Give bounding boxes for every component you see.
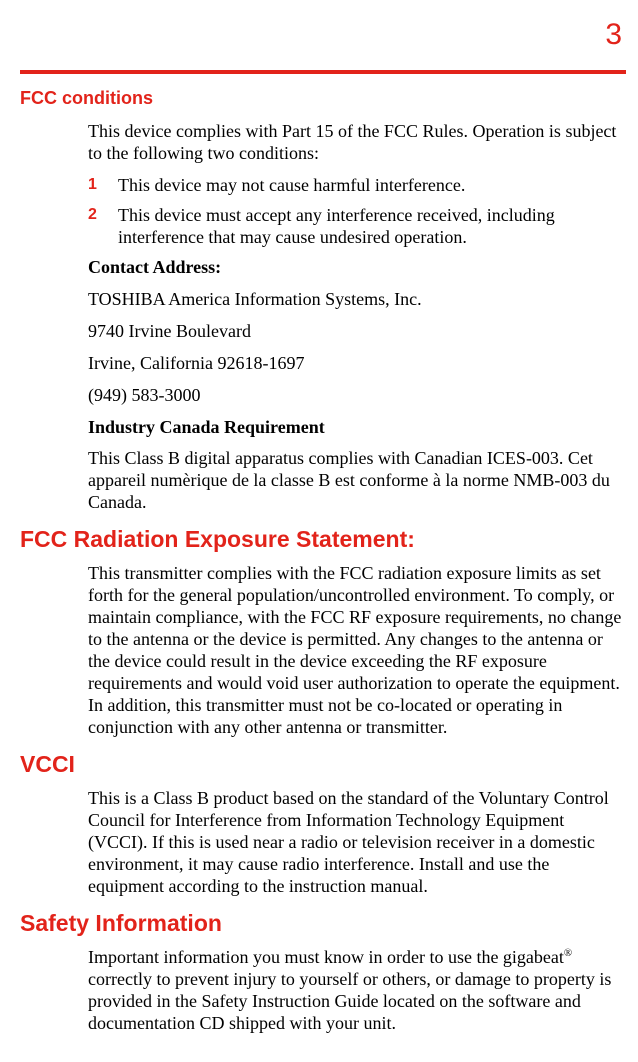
industry-canada-text: This Class B digital apparatus complies … — [88, 448, 626, 514]
list-text: This device may not cause harmful interf… — [118, 175, 465, 195]
vcci-text: This is a Class B product based on the s… — [88, 788, 626, 898]
list-text: This device must accept any interference… — [118, 205, 555, 247]
fcc-conditions-body: This device complies with Part 15 of the… — [88, 121, 626, 514]
contact-address-label: Contact Address: — [88, 257, 626, 279]
heading-fcc-conditions: FCC conditions — [20, 88, 626, 109]
header-rule — [20, 70, 626, 74]
registered-mark: ® — [564, 947, 572, 959]
safety-text-post: correctly to prevent injury to yourself … — [88, 969, 611, 1033]
heading-vcci: VCCI — [20, 751, 626, 778]
fcc-radiation-body: This transmitter complies with the FCC r… — [88, 563, 626, 739]
contact-name: TOSHIBA America Information Systems, Inc… — [88, 289, 626, 311]
contact-phone: (949) 583-3000 — [88, 385, 626, 407]
industry-canada-label: Industry Canada Requirement — [88, 417, 626, 439]
fcc-conditions-intro: This device complies with Part 15 of the… — [88, 121, 626, 165]
fcc-radiation-text: This transmitter complies with the FCC r… — [88, 563, 626, 739]
heading-fcc-radiation: FCC Radiation Exposure Statement: — [20, 526, 626, 553]
list-item: 2 This device must accept any interferen… — [88, 205, 626, 249]
contact-street: 9740 Irvine Boulevard — [88, 321, 626, 343]
heading-safety: Safety Information — [20, 910, 626, 937]
vcci-body: This is a Class B product based on the s… — [88, 788, 626, 898]
page-number: 3 — [605, 18, 622, 52]
contact-city: Irvine, California 92618-1697 — [88, 353, 626, 375]
safety-body: Important information you must know in o… — [88, 947, 626, 1035]
list-number: 2 — [88, 205, 97, 225]
page-content: FCC conditions This device complies with… — [20, 88, 626, 1045]
list-item: 1 This device may not cause harmful inte… — [88, 175, 626, 197]
list-number: 1 — [88, 175, 97, 195]
safety-text: Important information you must know in o… — [88, 947, 626, 1035]
safety-text-pre: Important information you must know in o… — [88, 947, 564, 967]
